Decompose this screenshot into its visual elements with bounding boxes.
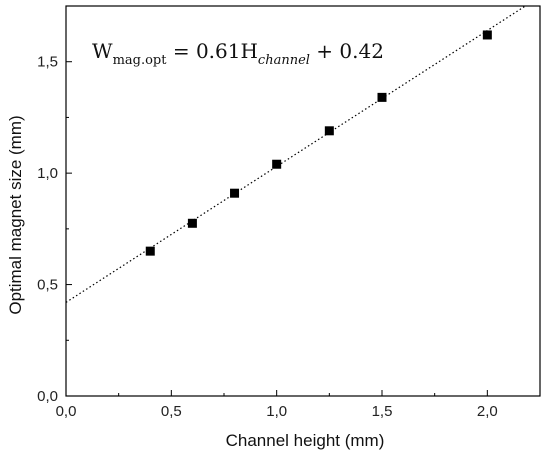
data-point (145, 246, 155, 256)
y-tick-label: 0,5 (37, 277, 58, 294)
data-point (324, 126, 334, 136)
equation-h-subscript: channel (258, 53, 310, 68)
equation-w-subscript: mag.opt (113, 53, 168, 68)
data-point (187, 218, 197, 228)
x-axis-title: Channel height (mm) (226, 431, 385, 450)
equation-w: W (92, 39, 113, 63)
equation-end: + 0.42 (310, 39, 384, 63)
plot-frame (65, 5, 541, 397)
y-tick-label: 1,5 (37, 54, 58, 71)
fit-equation: Wmag.opt = 0.61Hchannel + 0.42 (92, 39, 384, 68)
x-tick-label: 1,5 (372, 403, 393, 420)
y-tick-label: 0,0 (37, 388, 58, 405)
x-tick-label: 1,0 (266, 403, 287, 420)
fit-line (65, 5, 526, 303)
data-point (230, 188, 240, 198)
data-point (272, 159, 282, 169)
equation-middle: = 0.61H (166, 39, 257, 63)
y-tick-label: 1,0 (37, 165, 58, 182)
data-point (377, 92, 387, 102)
data-point (482, 30, 492, 40)
x-tick-label: 0,5 (161, 403, 182, 420)
x-tick-label: 0,0 (56, 403, 77, 420)
plot-layer: 0,0 0,5 1,0 1,5 2,0 0,0 0,5 1,0 1,5 (37, 5, 541, 420)
y-axis-title: Optimal magnet size (mm) (6, 115, 25, 314)
x-tick-label: 2,0 (477, 403, 498, 420)
